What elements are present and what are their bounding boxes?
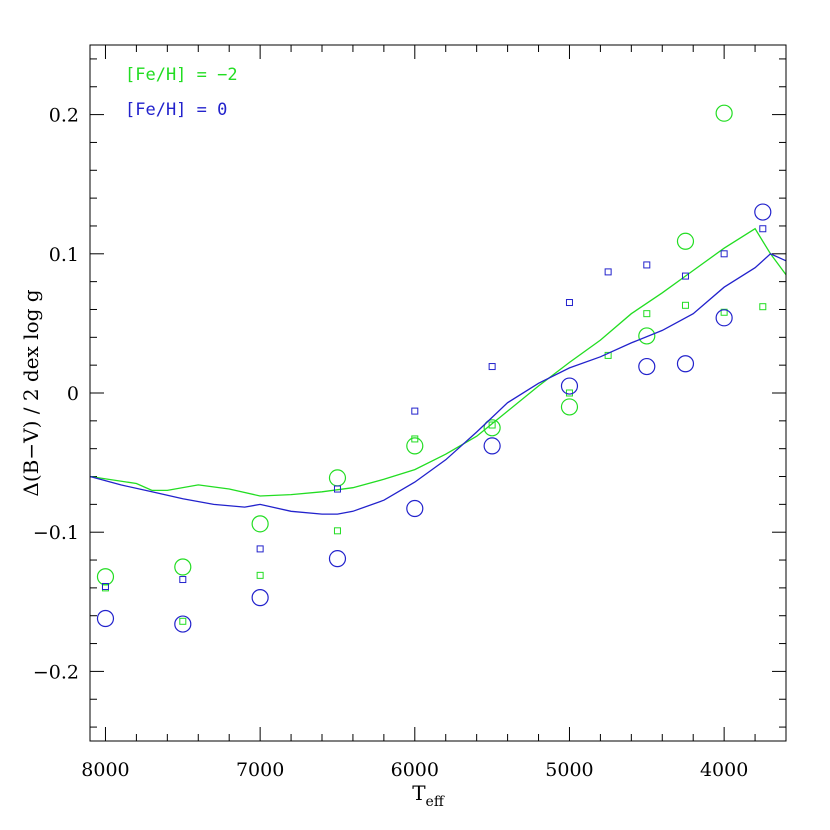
square-point-feh-0 [179, 576, 187, 584]
square-point-feh-minus-2 [604, 351, 612, 359]
square-point-feh-minus-2 [565, 389, 573, 397]
circle-point-feh-minus-2 [638, 327, 656, 345]
square-point-feh-0 [488, 363, 496, 371]
circle-point-feh-minus-2 [251, 515, 269, 533]
square-point-feh-0 [256, 545, 264, 553]
series-feh-0 [89, 203, 787, 633]
circle-point-feh-0 [754, 203, 772, 221]
square-point-feh-minus-2 [333, 527, 341, 535]
y-tick-label: 0.2 [49, 105, 79, 127]
square-point-feh-0 [333, 485, 341, 493]
square-point-feh-0 [411, 407, 419, 415]
y-tick-label: 0.1 [49, 244, 79, 266]
circle-point-feh-0 [676, 355, 695, 373]
square-point-feh-0 [720, 250, 728, 258]
ticks-layer [90, 45, 787, 741]
circle-point-feh-0 [251, 589, 269, 607]
y-tick-label: −0.1 [33, 522, 79, 544]
square-point-feh-0 [643, 261, 651, 269]
legend-entry-feh-minus-2: [Fe/H] = −2 [125, 65, 238, 85]
circle-point-feh-minus-2 [715, 104, 733, 122]
x-tick-label: 4000 [700, 759, 748, 781]
legend-entry-feh-0: [Fe/H] = 0 [125, 100, 227, 120]
x-tick-label: 8000 [81, 759, 129, 781]
x-tick-label: 5000 [545, 759, 593, 781]
circle-point-feh-minus-2 [406, 437, 424, 455]
square-point-feh-0 [101, 582, 109, 590]
square-point-feh-0 [759, 225, 767, 233]
circle-point-feh-0 [560, 377, 579, 395]
square-point-feh-0 [604, 268, 612, 276]
circle-point-feh-minus-2 [483, 419, 501, 437]
square-point-feh-minus-2 [681, 301, 689, 309]
circle-point-feh-0 [715, 309, 733, 327]
circle-point-feh-0 [174, 615, 192, 633]
circle-point-feh-minus-2 [96, 568, 115, 586]
series-feh-minus-2 [89, 104, 787, 625]
square-point-feh-minus-2 [411, 435, 419, 443]
series-line-feh-0 [89, 253, 787, 515]
legend: [Fe/H] = −2 [Fe/H] = 0 [125, 65, 238, 120]
square-point-feh-minus-2 [179, 617, 187, 625]
x-axis-title-main: T [412, 781, 426, 805]
series-layer [89, 104, 787, 633]
square-point-feh-minus-2 [488, 421, 496, 429]
x-axis-title-subscript: eff [426, 794, 445, 810]
x-axis-title: Teff [412, 781, 445, 810]
square-point-feh-0 [681, 272, 689, 280]
square-point-feh-0 [565, 299, 573, 307]
circle-point-feh-0 [638, 357, 656, 376]
tick-labels-layer: 8000 7000 6000 5000 4000 −0.2 −0.1 0 0.1 0.2 [33, 105, 748, 781]
y-axis-title: Δ(B−V) / 2 dex log g [19, 289, 43, 496]
circle-point-feh-0 [328, 550, 347, 568]
x-tick-label: 6000 [391, 759, 439, 781]
series-line-feh-minus-2 [89, 227, 787, 497]
y-tick-label: 0 [67, 383, 79, 405]
plot-frame [89, 44, 787, 742]
circle-point-feh-minus-2 [676, 232, 695, 250]
square-point-feh-minus-2 [256, 571, 264, 579]
square-point-feh-minus-2 [643, 310, 651, 318]
circle-point-feh-0 [483, 437, 501, 455]
circle-point-feh-minus-2 [560, 398, 579, 416]
circle-point-feh-minus-2 [174, 558, 192, 576]
circle-point-feh-minus-2 [328, 469, 347, 487]
y-tick-label: −0.2 [33, 661, 79, 683]
x-tick-label: 7000 [236, 759, 284, 781]
circle-point-feh-0 [406, 499, 424, 518]
square-point-feh-minus-2 [759, 303, 767, 311]
circle-point-feh-0 [96, 609, 115, 628]
